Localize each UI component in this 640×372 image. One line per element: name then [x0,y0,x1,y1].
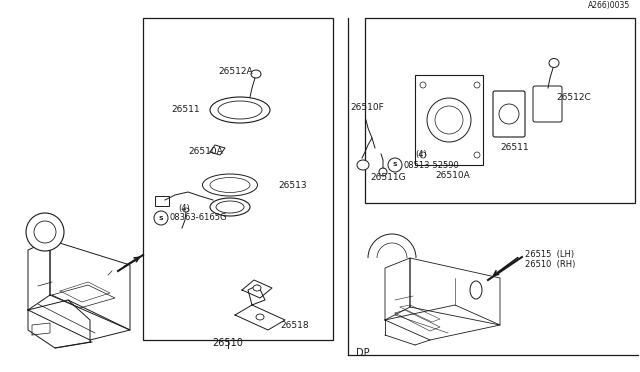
Text: (4): (4) [415,150,427,158]
Polygon shape [242,280,272,298]
Text: (4): (4) [178,203,189,212]
Polygon shape [28,300,130,340]
Ellipse shape [210,198,250,216]
Text: 26513: 26513 [278,180,307,189]
Text: 26518: 26518 [280,321,308,330]
FancyBboxPatch shape [155,196,169,206]
Ellipse shape [202,174,257,196]
FancyBboxPatch shape [415,75,483,165]
Text: S: S [159,215,163,221]
Circle shape [499,104,519,124]
Text: 08513-52590: 08513-52590 [404,160,460,170]
Text: 26511G: 26511G [370,173,406,183]
Ellipse shape [216,201,244,213]
Polygon shape [410,258,500,325]
Ellipse shape [251,70,261,78]
Polygon shape [210,145,225,155]
Text: 26510A: 26510A [435,170,470,180]
Text: 26512A: 26512A [218,67,253,77]
Text: 26511: 26511 [500,144,529,153]
Text: 26511: 26511 [172,106,200,115]
Circle shape [427,98,471,142]
FancyBboxPatch shape [533,86,562,122]
Polygon shape [28,240,50,310]
Polygon shape [235,305,285,330]
Ellipse shape [470,281,482,299]
Polygon shape [385,305,500,340]
Bar [365,18,635,203]
Text: 26510F: 26510F [350,103,384,112]
Ellipse shape [256,314,264,320]
Text: S: S [393,163,397,167]
Text: 26512C: 26512C [556,93,591,103]
Polygon shape [248,285,265,305]
Ellipse shape [253,285,261,291]
Ellipse shape [218,101,262,119]
Text: 26510A: 26510A [188,148,223,157]
Ellipse shape [549,58,559,67]
Text: 08363-6165G: 08363-6165G [170,214,227,222]
Ellipse shape [26,213,64,251]
Polygon shape [50,240,130,330]
Ellipse shape [210,97,270,123]
Ellipse shape [210,177,250,192]
Ellipse shape [379,168,387,176]
Text: 26515  (LH): 26515 (LH) [525,250,574,259]
Circle shape [435,106,463,134]
FancyBboxPatch shape [493,91,525,137]
Text: DP: DP [356,348,370,358]
Polygon shape [385,258,410,320]
Ellipse shape [357,160,369,170]
Text: 26510  (RH): 26510 (RH) [525,260,575,269]
Text: A266)0035: A266)0035 [588,1,630,10]
Text: 26510: 26510 [212,338,243,348]
Bar [143,18,333,340]
